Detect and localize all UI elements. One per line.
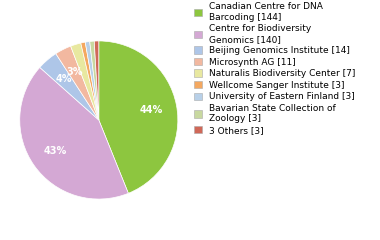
Text: 44%: 44% — [140, 105, 163, 115]
Text: 3%: 3% — [66, 67, 83, 77]
Wedge shape — [90, 41, 99, 120]
Wedge shape — [81, 42, 99, 120]
Wedge shape — [40, 54, 99, 120]
Wedge shape — [71, 43, 99, 120]
Wedge shape — [99, 41, 178, 193]
Text: 43%: 43% — [43, 146, 66, 156]
Wedge shape — [56, 46, 99, 120]
Text: 4%: 4% — [55, 74, 72, 84]
Wedge shape — [85, 42, 99, 120]
Wedge shape — [20, 67, 128, 199]
Wedge shape — [94, 41, 99, 120]
Legend: Canadian Centre for DNA
Barcoding [144], Centre for Biodiversity
Genomics [140],: Canadian Centre for DNA Barcoding [144],… — [194, 2, 356, 135]
